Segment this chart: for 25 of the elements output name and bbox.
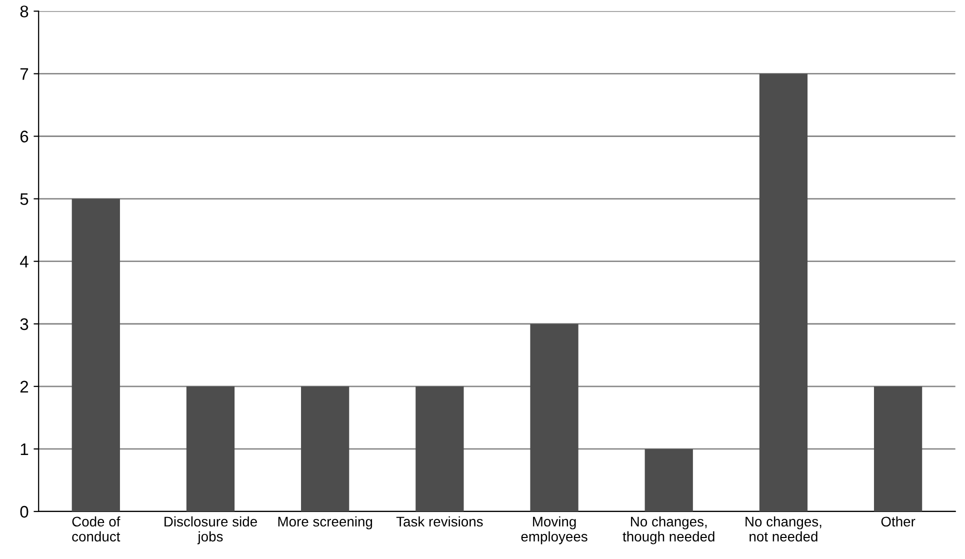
x-tick-label: No changes, though needed [622, 516, 714, 544]
bar [644, 448, 693, 512]
bar [72, 198, 120, 512]
x-tick-label: Code of conduct [72, 516, 120, 542]
x-tick-label: Moving employees [521, 516, 588, 544]
y-tick-label: 3 [20, 318, 28, 330]
y-tick-label: 7 [20, 68, 28, 80]
y-tick-label: 6 [20, 130, 28, 142]
y-tick-label: 5 [20, 193, 28, 205]
y-tick-label: 0 [20, 506, 28, 518]
bar [301, 386, 350, 512]
bar [416, 386, 464, 512]
bar [759, 74, 808, 512]
y-tick-label: 2 [20, 380, 28, 392]
bar [186, 386, 235, 512]
y-tick-label: 1 [20, 444, 28, 455]
x-tick-label: No changes, not needed [746, 516, 822, 542]
x-tick-label: More screening [278, 516, 372, 530]
x-tick-label: Other [881, 516, 916, 527]
x-tick-label: Disclosure side jobs [164, 516, 257, 544]
y-tick-label: 4 [20, 256, 28, 268]
y-tick-label: 8 [20, 6, 28, 18]
bar [530, 324, 578, 512]
x-tick-label: Task revisions [396, 516, 483, 527]
bar [874, 386, 922, 512]
